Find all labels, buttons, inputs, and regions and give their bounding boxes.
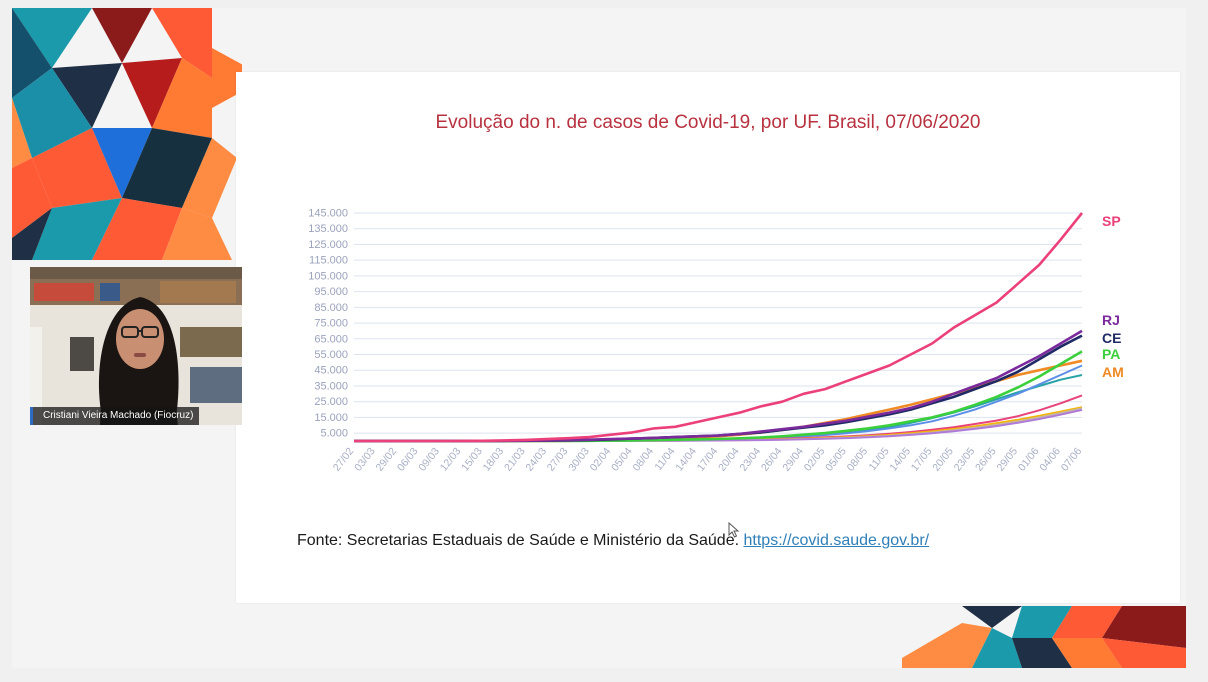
x-tick-label: 07/06 xyxy=(1059,445,1085,473)
y-tick-label: 35.000 xyxy=(314,380,348,392)
y-tick-label: 5.000 xyxy=(320,428,348,440)
x-tick-label: 17/04 xyxy=(695,445,721,473)
legend-label-ce: CE xyxy=(1102,330,1121,346)
x-tick-label: 18/03 xyxy=(481,445,507,473)
x-tick-label: 21/03 xyxy=(502,445,528,473)
x-tick-label: 29/04 xyxy=(780,445,806,473)
y-tick-label: 75.000 xyxy=(314,318,348,330)
x-tick-label: 09/03 xyxy=(416,445,442,473)
x-tick-label: 29/02 xyxy=(374,445,400,473)
x-tick-label: 02/05 xyxy=(802,445,828,473)
y-tick-label: 45.000 xyxy=(314,365,348,377)
y-tick-label: 135.000 xyxy=(308,223,348,235)
y-tick-label: 85.000 xyxy=(314,302,348,314)
x-tick-label: 26/04 xyxy=(759,445,785,473)
source-prefix: Fonte: Secretarias Estaduais de Saúde e … xyxy=(297,532,740,549)
x-tick-label: 05/05 xyxy=(823,445,849,473)
x-tick-label: 20/05 xyxy=(930,445,956,473)
x-tick-label: 11/04 xyxy=(652,445,677,473)
x-tick-label: 27/03 xyxy=(545,445,571,473)
x-tick-label: 17/05 xyxy=(909,445,935,473)
slide: Evolução do n. de casos de Covid-19, por… xyxy=(236,72,1180,603)
y-tick-label: 65.000 xyxy=(314,333,348,345)
y-tick-label: 125.000 xyxy=(308,239,348,251)
x-tick-label: 11/05 xyxy=(867,445,892,473)
x-tick-label: 08/04 xyxy=(630,445,656,473)
series-line-sp xyxy=(354,212,1084,443)
y-tick-label: 55.000 xyxy=(314,349,348,361)
participant-name: Cristiani Vieira Machado (Fiocruz) xyxy=(30,407,200,425)
x-tick-label: 23/05 xyxy=(952,445,978,473)
x-tick-label: 20/04 xyxy=(716,445,742,473)
x-tick-label: 03/03 xyxy=(352,445,378,473)
legend-label-rj: RJ xyxy=(1102,312,1120,328)
decorative-pattern-right xyxy=(902,606,1186,668)
series-line-unlabeled xyxy=(354,374,1083,442)
x-tick-label: 26/05 xyxy=(973,445,999,473)
y-axis-ticks: 5.000 15.000 25.000 35.000 45.000 55.000 65.00… xyxy=(308,208,348,440)
y-tick-label: 15.000 xyxy=(314,412,348,424)
participant-video[interactable]: Cristiani Vieira Machado (Fiocruz) xyxy=(30,267,242,425)
grid-lines xyxy=(354,212,1082,434)
x-tick-label: 08/05 xyxy=(845,445,871,473)
y-tick-label: 145.000 xyxy=(308,208,348,220)
participant-video-image xyxy=(30,267,242,425)
x-tick-label: 02/04 xyxy=(588,445,614,473)
x-tick-label: 12/03 xyxy=(438,445,464,473)
chart-title: Evolução do n. de casos de Covid-19, por… xyxy=(435,112,981,133)
screen-share: Evolução do n. de casos de Covid-19, por… xyxy=(12,8,1186,668)
y-tick-label: 25.000 xyxy=(314,396,348,408)
series-lines xyxy=(354,212,1084,443)
decorative-pattern-left xyxy=(12,8,242,260)
legend-label-am: AM xyxy=(1102,364,1124,380)
line-chart: 5.000 15.000 25.000 35.000 45.000 55.000 65.00… xyxy=(308,208,1124,474)
x-tick-label: 15/03 xyxy=(459,445,485,473)
x-tick-label: 14/05 xyxy=(887,445,913,473)
x-tick-label: 23/04 xyxy=(738,445,764,473)
x-tick-label: 04/06 xyxy=(1037,445,1063,473)
x-tick-label: 14/04 xyxy=(673,445,699,473)
x-tick-label: 29/05 xyxy=(994,445,1020,473)
y-tick-label: 95.000 xyxy=(314,286,348,298)
legend-label-pa: PA xyxy=(1102,346,1120,362)
x-tick-label: 06/03 xyxy=(395,445,421,473)
x-tick-label: 01/06 xyxy=(1016,445,1042,473)
source-link[interactable]: https://covid.saude.gov.br/ xyxy=(743,532,930,549)
x-tick-label: 05/04 xyxy=(609,445,635,473)
mouse-cursor-icon xyxy=(728,522,740,538)
x-tick-label: 27/02 xyxy=(331,445,357,473)
x-tick-label: 30/03 xyxy=(566,445,592,473)
x-axis-ticks: 27/0203/0329/0206/0309/0312/0315/0318/03… xyxy=(331,445,1085,473)
source-note: Fonte: Secretarias Estaduais de Saúde e … xyxy=(297,532,929,550)
x-tick-label: 24/03 xyxy=(523,445,549,473)
y-tick-label: 115.000 xyxy=(309,255,348,267)
other-series xyxy=(354,364,1083,442)
y-tick-label: 105.000 xyxy=(308,270,348,282)
legend-label-sp: SP xyxy=(1102,213,1121,229)
